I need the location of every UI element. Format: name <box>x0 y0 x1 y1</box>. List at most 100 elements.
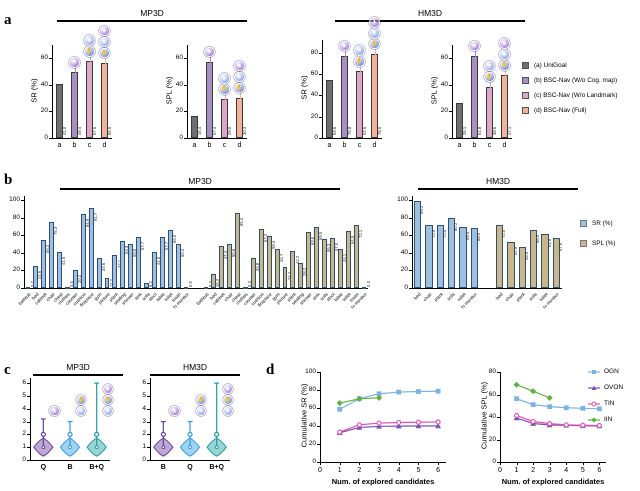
c-mp3d-yticklabel: 5 <box>22 391 26 399</box>
a-mp3d-spl-badge-stem <box>239 89 241 100</box>
c-hm3d-yticklabel: 5 <box>142 391 146 399</box>
b-hm3d-ytick <box>409 270 412 272</box>
c-mp3d-violins <box>33 382 107 457</box>
a-mp3d-spl-yticklabel: 20 <box>175 107 183 115</box>
c-mp3d-yticklabel: 2 <box>22 430 26 438</box>
c-mp3d-xaxis <box>30 460 110 461</box>
legend-d-label: TIN <box>604 400 615 407</box>
c-hm3d-yticklabel: 6 <box>142 379 146 387</box>
a-mp3d-spl-badge: ✋ <box>219 84 230 95</box>
panel-a-hm3d-title: HM3D <box>417 8 443 18</box>
a-hm3d-spl-ytick <box>449 58 452 60</box>
a-mp3d-spl-ytick <box>184 138 187 139</box>
cogmap-badge-glyph: ❄ <box>79 408 84 414</box>
d-spl-xtick <box>516 462 518 465</box>
c-mp3d-yticklabel: 6 <box>22 379 26 387</box>
a-mp3d-spl-bar <box>190 116 199 138</box>
b-mp3d-bar <box>329 238 335 288</box>
b-mp3d-bar <box>203 287 209 290</box>
c-mp3d-badge: ✋ <box>102 394 114 405</box>
a-hm3d-spl-badge: ▲ <box>469 40 480 52</box>
d-sr-xtick <box>339 462 341 465</box>
c-hm3d-xaxis <box>150 460 230 461</box>
a-mp3d-spl-xaxis <box>187 138 247 139</box>
b-mp3d-ytick <box>21 252 24 254</box>
a-mp3d-sr-ytick <box>49 138 52 139</box>
a-mp3d-sr-yticklabel: 40 <box>40 80 48 88</box>
a-mp3d-spl-yaxis <box>187 45 188 138</box>
d-spl-xtick <box>549 462 551 465</box>
d-sr-ytick <box>317 444 320 445</box>
landmark-badge-glyph: ✋ <box>236 85 243 91</box>
c-mp3d-xticklabel: B+Q <box>89 464 104 471</box>
c-hm3d-yticklabel: 0 <box>142 456 146 463</box>
d-spl-ytick <box>497 372 500 373</box>
cogmap-badge-glyph: ❄ <box>199 408 204 414</box>
c-mp3d-ytick <box>27 460 30 461</box>
b-mp3d-bar <box>136 237 142 288</box>
a-hm3d-sr-yticklabel: 0 <box>314 134 318 141</box>
a-hm3d-spl-ytick <box>449 138 452 139</box>
legend-a-swatch <box>522 62 529 69</box>
a-hm3d-spl-yticklabel: 0 <box>444 134 448 141</box>
b-mp3d-bar <box>112 255 118 288</box>
c-mp3d-xticklabel: B <box>67 464 73 471</box>
b-mp3d-bar <box>345 231 351 288</box>
b-mp3d-ytick <box>21 217 24 219</box>
panel-c-hm3d-rule <box>150 374 240 376</box>
c-mp3d-ytick <box>27 447 30 449</box>
b-mp3d-xaxis <box>24 288 368 289</box>
d-spl-ytick <box>497 439 500 441</box>
a-mp3d-spl-xticklabel: b <box>207 142 212 149</box>
panel-c-mp3d-title: MP3D <box>66 362 90 372</box>
a-hm3d-spl-yticklabel: 60 <box>440 54 448 62</box>
a-hm3d-spl-xticklabel: d <box>502 142 507 149</box>
d-sr-yticklabel: 40 <box>308 422 316 429</box>
d-sr-xtick <box>359 462 361 465</box>
cogmap-badge-glyph: ❄ <box>105 408 110 414</box>
d-sr-yaxis <box>320 372 321 462</box>
cogmap-badge-glyph: ❄ <box>102 40 107 46</box>
a-hm3d-spl-xticklabel: c <box>487 142 492 149</box>
legend-b-swatch <box>580 240 587 247</box>
c-hm3d-badge: ✋ <box>196 394 207 405</box>
d-sr-xtick <box>398 462 400 465</box>
c-hm3d-ytick <box>147 434 150 436</box>
panel-b-hm3d-title: HM3D <box>485 176 511 186</box>
c-hm3d-yticklabel: 3 <box>142 417 146 425</box>
lock-badge-glyph: ▲ <box>502 41 507 47</box>
c-mp3d-yticklabel: 1 <box>22 443 26 451</box>
a-hm3d-spl-yticklabel: 40 <box>440 80 448 88</box>
c-hm3d-badge: ▲ <box>222 383 234 394</box>
c-hm3d-ytick <box>147 421 150 423</box>
legend-a-swatch <box>522 77 529 84</box>
a-hm3d-sr-yticklabel: 20 <box>310 112 318 120</box>
lock-badge-glyph: ▲ <box>105 386 111 392</box>
a-hm3d-spl-badge: ✋ <box>484 71 495 82</box>
a-mp3d-sr-yaxis <box>52 45 53 138</box>
landmark-badge-glyph: ✋ <box>78 397 85 403</box>
a-mp3d-spl-ytick <box>184 58 187 60</box>
b-mp3d-bar <box>120 241 126 288</box>
b-mp3d-yticklabel: 20 <box>12 266 20 274</box>
a-mp3d-spl-ytick <box>184 111 187 113</box>
a-mp3d-sr-badge: ✋ <box>84 46 95 57</box>
panel-letter-c: c <box>4 362 11 378</box>
a-mp3d-sr-badge: ❄ <box>99 36 110 48</box>
b-mp3d-yticklabel: 80 <box>12 213 20 221</box>
d-spl-xtick <box>533 462 535 465</box>
d-spl-xtick <box>500 462 501 465</box>
a-hm3d-spl-ytick <box>449 84 452 86</box>
cogmap-badge-glyph: ❄ <box>502 52 507 58</box>
d-sr-xtick <box>438 462 440 465</box>
a-hm3d-sr-ytick <box>319 138 322 139</box>
panel-a-mp3d-title: MP3D <box>140 8 164 18</box>
a-hm3d-sr-badge: ▲ <box>339 40 350 52</box>
d-sr-ytick <box>317 390 320 391</box>
a-hm3d-sr-yticklabel: 40 <box>310 91 318 99</box>
panel-b-mp3d-rule <box>60 188 340 190</box>
panel-b-hm3d-rule <box>418 188 578 190</box>
lock-badge-glyph: ▲ <box>172 408 177 414</box>
d-sr-yticklabel: 80 <box>308 386 316 393</box>
